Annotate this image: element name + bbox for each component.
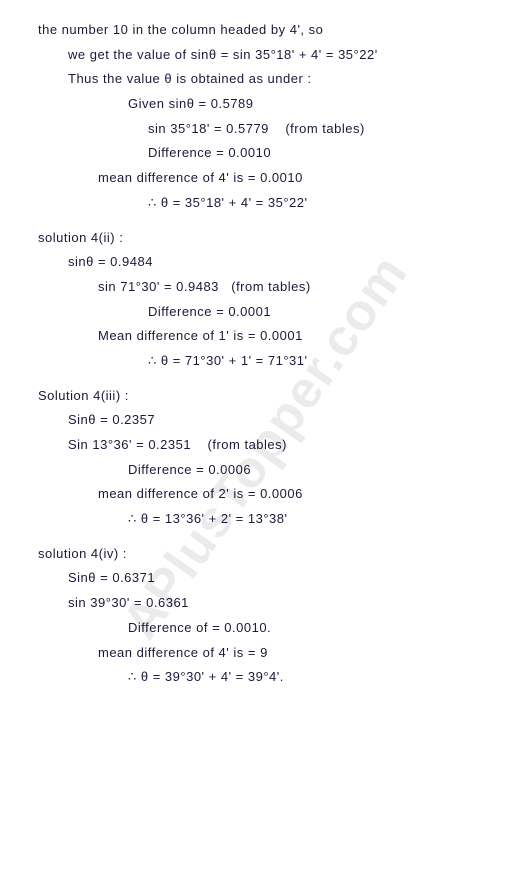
text-line: Difference = 0.0006 — [38, 458, 501, 483]
text-line: mean difference of 4' is = 9 — [38, 641, 501, 666]
text-line: solution 4(ii) : — [38, 226, 501, 251]
text-line: solution 4(iv) : — [38, 542, 501, 567]
text-line: Difference = 0.0001 — [38, 300, 501, 325]
text-line: Difference of = 0.0010. — [38, 616, 501, 641]
text-line: we get the value of sinθ = sin 35°18' + … — [38, 43, 501, 68]
text-line: sin 35°18' = 0.5779 (from tables) — [38, 117, 501, 142]
text-line: Difference = 0.0010 — [38, 141, 501, 166]
text-line: ∴ θ = 35°18' + 4' = 35°22' — [38, 191, 501, 216]
text-line: ∴ θ = 71°30' + 1' = 71°31' — [38, 349, 501, 374]
text-line: mean difference of 4' is = 0.0010 — [38, 166, 501, 191]
text-line: sin 71°30' = 0.9483 (from tables) — [38, 275, 501, 300]
text-line: Mean difference of 1' is = 0.0001 — [38, 324, 501, 349]
text-line: Thus the value θ is obtained as under : — [38, 67, 501, 92]
text-line: the number 10 in the column headed by 4'… — [38, 18, 501, 43]
text-line: ∴ θ = 39°30' + 4' = 39°4'. — [38, 665, 501, 690]
text-line: Solution 4(iii) : — [38, 384, 501, 409]
text-line: mean difference of 2' is = 0.0006 — [38, 482, 501, 507]
handwritten-page: the number 10 in the column headed by 4'… — [0, 0, 529, 708]
text-line: Sinθ = 0.2357 — [38, 408, 501, 433]
text-line: Sin 13°36' = 0.2351 (from tables) — [38, 433, 501, 458]
text-line: Given sinθ = 0.5789 — [38, 92, 501, 117]
text-line: sinθ = 0.9484 — [38, 250, 501, 275]
text-line: Sinθ = 0.6371 — [38, 566, 501, 591]
text-line: ∴ θ = 13°36' + 2' = 13°38' — [38, 507, 501, 532]
text-line: sin 39°30' = 0.6361 — [38, 591, 501, 616]
